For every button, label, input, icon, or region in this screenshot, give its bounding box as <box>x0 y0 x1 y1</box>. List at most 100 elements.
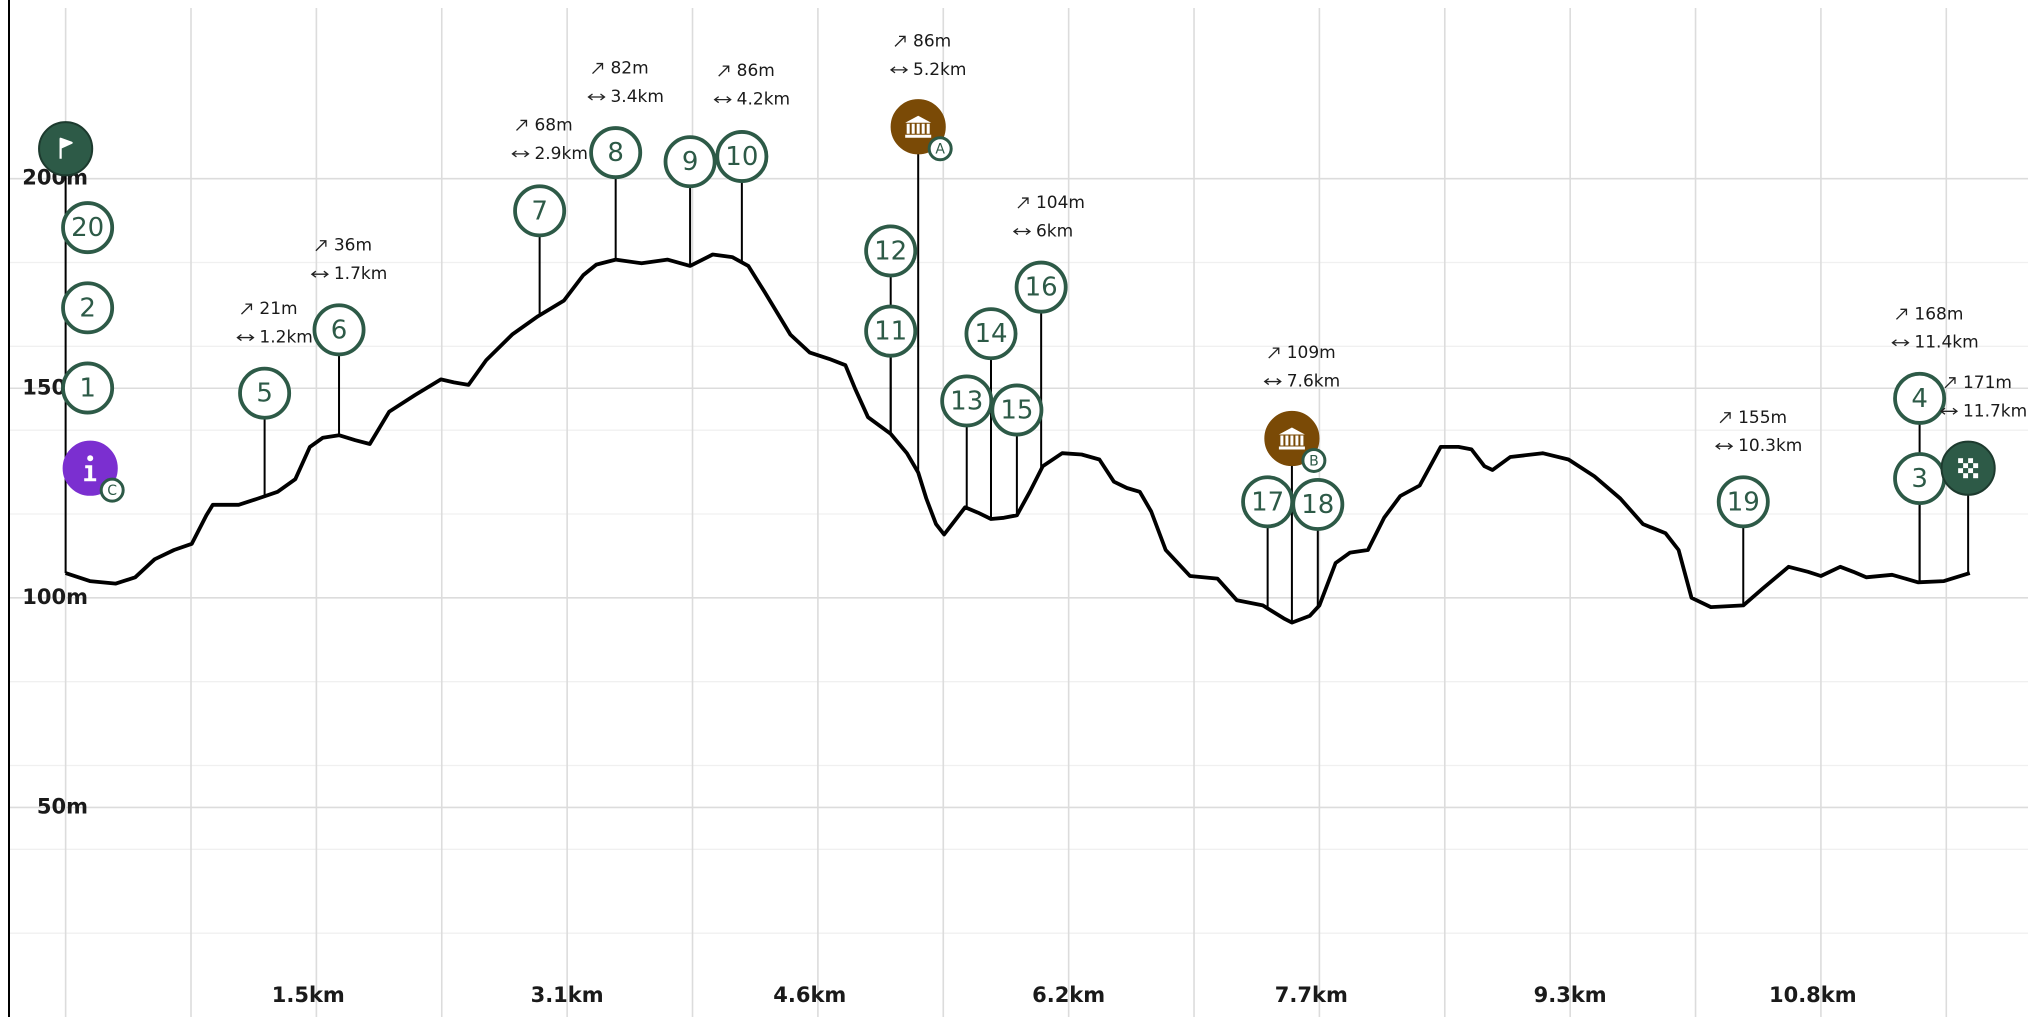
elevation-gain: 171m <box>1963 373 2012 393</box>
checker <box>1963 463 1969 469</box>
waypoint-circle <box>312 303 366 357</box>
waypoint-circle <box>513 184 567 238</box>
waypoint: 18 <box>1291 477 1345 531</box>
waypoint: 2 <box>61 281 115 335</box>
waypoint-label: 19 <box>1727 487 1760 517</box>
waypoint-label: 14 <box>974 319 1007 349</box>
distance: 3.4km <box>610 87 663 107</box>
museum-icon <box>1278 427 1305 450</box>
waypoint: 17 <box>1241 475 1295 529</box>
elevation-line <box>65 252 1971 625</box>
elevation-gain: 155m <box>1738 408 1787 428</box>
distance: 1.7km <box>334 264 387 284</box>
distance-icon <box>1715 442 1734 450</box>
waypoint: 10 <box>715 130 769 183</box>
stat-label: 109m 7.6km <box>1263 343 1340 392</box>
elevation-gain: 104m <box>1036 193 1085 213</box>
waypoint-label: 6 <box>331 315 348 345</box>
distance: 1.2km <box>259 328 312 348</box>
waypoint: 16 <box>1014 260 1068 314</box>
waypoint-label: 9 <box>682 147 699 177</box>
waypoint-circle <box>1893 371 1947 425</box>
distance: 2.9km <box>534 144 587 164</box>
stat-label: 21m 1.2km <box>236 299 313 348</box>
gain-icon <box>718 65 730 77</box>
waypoint-circle <box>1291 477 1345 531</box>
stat-label: 86m 4.2km <box>713 61 790 110</box>
waypoint-label: 11 <box>874 317 907 347</box>
elevation-gain: 82m <box>610 59 648 79</box>
waypoint: 12 <box>864 224 918 278</box>
waypoint-circle <box>940 374 994 428</box>
elevation-gain: 21m <box>259 299 297 319</box>
waypoint: 4 <box>1893 371 1947 425</box>
waypoint-circle <box>990 383 1044 437</box>
stat-label: 168m 11.4km <box>1891 304 1979 353</box>
waypoint: 7 <box>513 184 567 238</box>
stat-label: 82m 3.4km <box>587 59 664 107</box>
checker <box>1973 463 1979 469</box>
gain-icon <box>1895 308 1908 320</box>
waypoint: 11 <box>864 304 918 358</box>
distance-icon <box>1263 378 1282 386</box>
x-tick-label: 1.5km <box>272 983 345 1007</box>
distance: 10.3km <box>1738 436 1802 456</box>
waypoint: 15 <box>990 383 1044 437</box>
badge-label: A <box>935 142 945 158</box>
waypoint: 5 <box>238 366 292 420</box>
info-dot <box>87 455 94 462</box>
waypoint: 19 <box>1716 475 1770 529</box>
waypoint-circle <box>1716 475 1770 529</box>
x-tick-label: 7.7km <box>1275 983 1348 1007</box>
poi-circle <box>38 121 94 177</box>
flag-icon <box>59 137 73 159</box>
distance: 7.6km <box>1287 372 1340 392</box>
poi <box>38 121 94 177</box>
waypoint-label: 3 <box>1911 464 1928 494</box>
distance: 5.2km <box>913 60 966 80</box>
gain-icon <box>315 240 327 252</box>
waypoint-label: 5 <box>256 379 273 409</box>
elevation-gain: 68m <box>534 115 572 135</box>
x-tick-label: 9.3km <box>1534 983 1607 1007</box>
elevation-gain: 168m <box>1914 304 1963 324</box>
badge-circle <box>927 136 953 162</box>
elevation-gain: 36m <box>334 236 372 256</box>
poi: C <box>62 440 125 503</box>
waypoint-label: 13 <box>950 386 983 416</box>
distance-icon <box>511 150 530 158</box>
waypoint-circle <box>61 281 115 335</box>
x-tick-label: 6.2km <box>1032 983 1105 1007</box>
distance: 11.4km <box>1914 333 1978 353</box>
waypoint-circle <box>61 361 115 415</box>
distance-icon <box>587 93 606 101</box>
checker <box>1963 458 1969 464</box>
poi <box>1940 440 1996 496</box>
museum-icon <box>905 115 932 138</box>
stat-label: 68m 2.9km <box>511 115 588 164</box>
distance-icon <box>310 270 329 278</box>
waypoint-circle <box>61 201 115 255</box>
waypoint: 1 <box>61 361 115 415</box>
waypoint-circle <box>1014 260 1068 314</box>
stat-label: 36m 1.7km <box>310 236 387 284</box>
info-bar <box>84 465 97 482</box>
stat-label: 86m 5.2km <box>889 31 966 80</box>
waypoint-label: 15 <box>1000 395 1033 425</box>
waypoint-label: 2 <box>79 293 96 323</box>
distance: 11.7km <box>1963 401 2027 421</box>
badge-label: B <box>1309 453 1319 469</box>
checker <box>1963 473 1969 479</box>
distance-icon <box>889 66 909 74</box>
waypoint-circle <box>864 224 918 278</box>
distance-icon <box>1012 227 1032 236</box>
stat-label: 171m 11.7km <box>1939 373 2027 421</box>
waypoint: 8 <box>589 126 643 180</box>
waypoint-circle <box>964 307 1018 361</box>
waypoint-label: 12 <box>874 236 907 266</box>
poi: B <box>1264 410 1327 473</box>
waypoint-circle <box>663 135 717 189</box>
waypoint-label: 17 <box>1251 487 1284 517</box>
distance: 6km <box>1036 222 1073 242</box>
